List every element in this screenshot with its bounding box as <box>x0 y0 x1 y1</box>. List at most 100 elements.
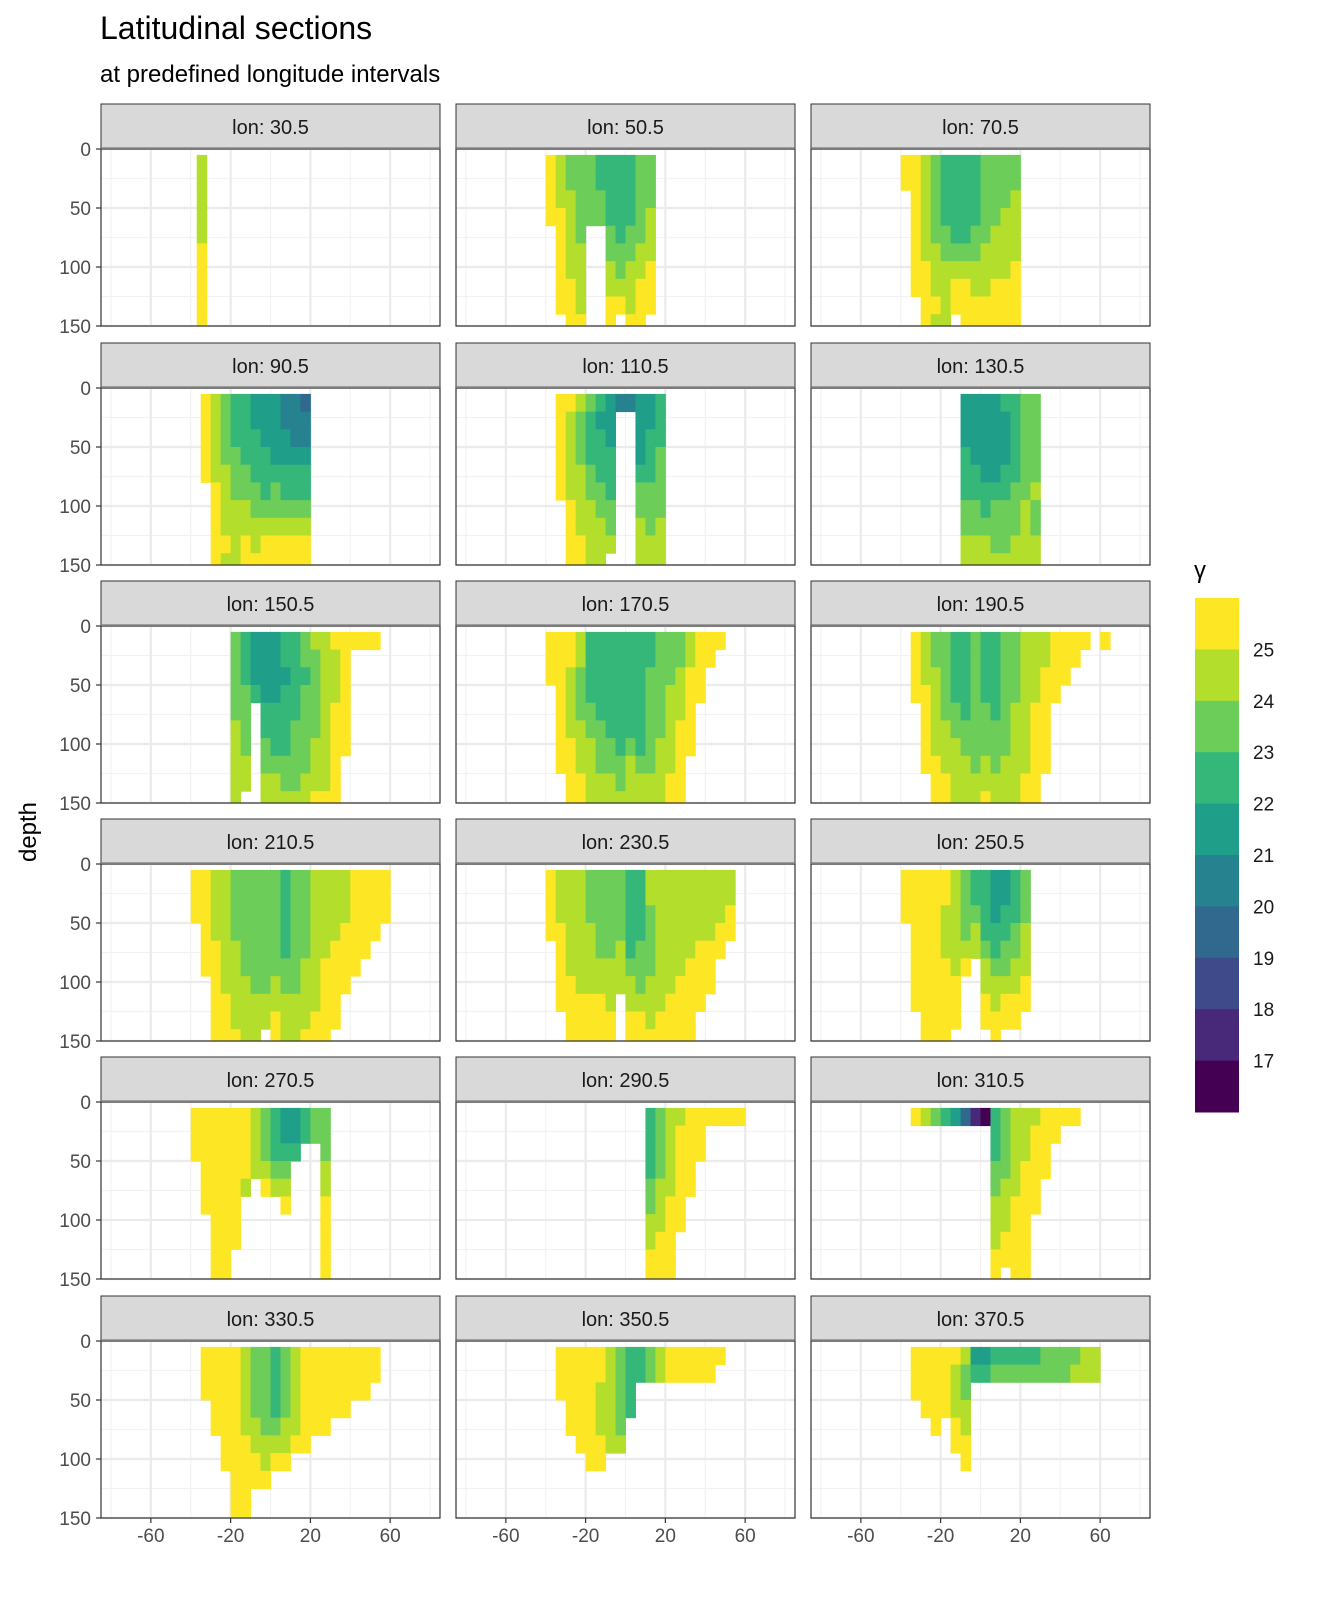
facet-strip <box>100 103 441 149</box>
contour-cell <box>1010 1267 1021 1280</box>
contour-cell <box>665 958 676 977</box>
contour-cell <box>960 1346 972 1366</box>
contour-cell <box>980 535 991 554</box>
contour-cell <box>605 429 617 448</box>
facet-strip <box>455 818 796 864</box>
contour-cell <box>1030 1107 1041 1127</box>
facet-strip <box>100 580 441 626</box>
contour-cell <box>280 791 291 804</box>
contour-cell <box>565 1011 577 1030</box>
contour-cell <box>970 172 981 191</box>
contour-cell <box>960 500 972 519</box>
contour-cell <box>565 702 577 721</box>
contour-cell <box>655 1143 666 1162</box>
contour-cell <box>940 993 952 1012</box>
contour-cell <box>1080 1346 1091 1366</box>
panel-border <box>455 863 796 1042</box>
contour-cell <box>230 482 242 501</box>
contour-cell <box>1060 667 1071 686</box>
contour-cell <box>290 685 301 704</box>
contour-cell <box>625 720 636 739</box>
contour-cell <box>970 393 981 413</box>
contour-cell <box>645 243 656 262</box>
contour-cell <box>280 1364 291 1383</box>
contour-cell <box>1030 649 1041 668</box>
legend-color-bin <box>1195 957 1239 1010</box>
contour-cell <box>635 720 646 739</box>
contour-cell <box>340 649 351 668</box>
contour-cell <box>615 649 626 668</box>
contour-cell <box>310 1011 321 1030</box>
contour-cell <box>950 869 962 889</box>
y-tick-label: 0 <box>80 1332 91 1353</box>
panel-border <box>100 625 441 804</box>
contour-cell <box>960 773 972 792</box>
contour-cell <box>555 278 567 297</box>
contour-cell <box>340 702 351 721</box>
contour-cell <box>605 720 617 739</box>
contour-cell <box>1020 667 1031 686</box>
contour-cell <box>340 1400 351 1419</box>
contour-cell <box>300 429 311 448</box>
contour-cell <box>685 1125 696 1144</box>
contour-cell <box>695 667 706 686</box>
contour-cell <box>260 1125 271 1144</box>
contour-cell <box>270 464 281 483</box>
contour-cell <box>300 500 311 519</box>
contour-cell <box>1010 154 1021 174</box>
contour-cell <box>1010 1196 1021 1215</box>
contour-cell <box>340 923 351 942</box>
contour-cell <box>350 905 361 924</box>
contour-cell <box>605 993 617 1012</box>
contour-cell <box>575 720 587 739</box>
contour-cell <box>1070 1364 1081 1383</box>
contour-cell <box>1000 261 1011 280</box>
contour-cell <box>220 517 232 536</box>
contour-cell <box>930 738 942 757</box>
contour-cell <box>920 1382 932 1401</box>
contour-cell <box>940 1011 952 1030</box>
contour-cell <box>675 958 686 977</box>
contour-cell <box>595 1029 607 1042</box>
facet-panel: lon: 130.5 <box>810 342 1151 567</box>
contour-cell <box>230 1488 242 1507</box>
contour-cell <box>920 190 932 209</box>
contour-cell <box>615 869 626 889</box>
contour-cell <box>645 773 656 792</box>
contour-cell <box>635 685 646 704</box>
contour-cell <box>940 154 952 174</box>
contour-cell <box>290 940 301 959</box>
contour-cell <box>1030 500 1041 519</box>
contour-cell <box>645 517 656 536</box>
contour-cell <box>280 993 291 1012</box>
contour-cell <box>1000 976 1011 995</box>
contour-cell <box>240 1417 252 1436</box>
contour-cell <box>635 738 646 757</box>
contour-cell <box>575 172 587 191</box>
contour-cell <box>1000 411 1011 430</box>
contour-cell <box>655 958 666 977</box>
contour-cell <box>555 923 567 942</box>
x-tick-label: 20 <box>655 1526 676 1547</box>
contour-cell <box>970 190 981 209</box>
contour-cell <box>950 702 962 721</box>
contour-cell <box>990 535 1001 554</box>
contour-cell <box>605 702 617 721</box>
contour-cell <box>960 190 972 209</box>
contour-cell <box>230 429 242 448</box>
contour-cell <box>320 976 331 995</box>
contour-cell <box>1000 447 1011 466</box>
contour-cell <box>595 208 607 227</box>
contour-cell <box>585 702 597 721</box>
contour-cell <box>196 261 208 280</box>
contour-cell <box>575 393 587 413</box>
contour-cell <box>340 667 351 686</box>
contour-cell <box>1050 1107 1061 1127</box>
contour-cell <box>270 1453 281 1472</box>
contour-cell <box>220 500 232 519</box>
contour-cell <box>210 553 222 566</box>
contour-cell <box>1030 1364 1041 1383</box>
contour-cell <box>320 940 331 959</box>
contour-cell <box>220 1453 232 1472</box>
